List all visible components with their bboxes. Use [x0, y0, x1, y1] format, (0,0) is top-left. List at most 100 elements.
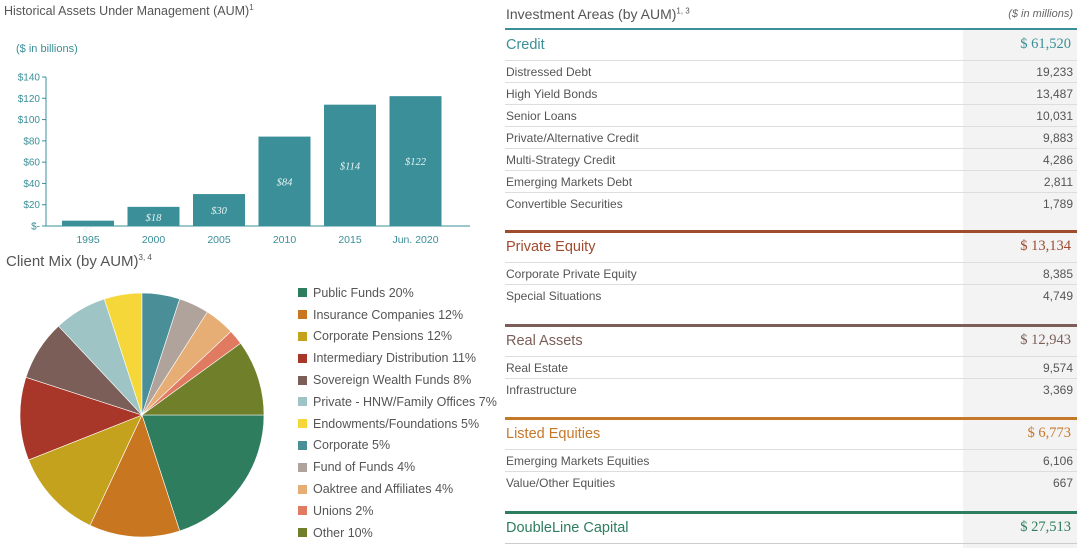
investment-areas-unit: ($ in millions) — [1008, 8, 1073, 20]
pie-slice-intermediary-distribution-11 — [19, 376, 143, 461]
group-total: $ 6,773 — [1027, 425, 1072, 441]
row-label: Emerging Markets Equities — [506, 454, 650, 468]
legend-swatch — [298, 419, 307, 429]
group-total: $ 27,513 — [1020, 519, 1071, 535]
legend-item: Intermediary Distribution 11% — [298, 347, 497, 369]
x-tick-label: 1995 — [76, 234, 100, 246]
table-top-rule — [505, 28, 1077, 30]
investment-areas-table: Investment Areas (by AUM)1, 3 ($ in mill… — [505, 0, 1077, 553]
row-value: 13,487 — [1036, 87, 1073, 101]
table-row: Real Estate 9,574 — [505, 356, 1077, 379]
y-tick-label: $80 — [23, 136, 40, 147]
table-row: Senior Loans 10,031 — [505, 104, 1077, 127]
legend-swatch — [298, 462, 307, 472]
legend-swatch — [298, 375, 307, 385]
legend-swatch — [298, 310, 307, 320]
legend-label: Other 10% — [313, 525, 373, 540]
group-header-real-assets: Real Assets $ 12,943 — [505, 327, 1077, 355]
pie-slice-insurance-companies-12 — [89, 414, 181, 538]
legend-swatch — [298, 528, 307, 538]
row-value: 4,286 — [1042, 153, 1073, 167]
bar-jun-2020 — [389, 96, 442, 227]
client-mix-title: Client Mix (by AUM)3, 4 — [6, 253, 152, 270]
y-tick-label: $100 — [18, 115, 41, 126]
table-bottom-rule — [505, 543, 1077, 544]
row-label: Convertible Securities — [506, 197, 623, 211]
group-divider — [505, 324, 1077, 327]
legend-swatch — [298, 484, 307, 494]
row-value: 19,233 — [1036, 65, 1073, 79]
y-tick-label: $40 — [23, 179, 40, 190]
pie-slice-other-10 — [141, 342, 265, 416]
legend-label: Oaktree and Affiliates 4% — [313, 482, 454, 497]
legend-label: Public Funds 20% — [313, 285, 414, 300]
group-divider — [505, 230, 1077, 233]
row-label: Senior Loans — [506, 109, 577, 123]
table-row: Private/Alternative Credit 9,883 — [505, 126, 1077, 149]
row-value: 1,789 — [1042, 197, 1073, 211]
aum-unit-label: ($ in billions) — [16, 43, 78, 55]
client-mix-pie-chart — [19, 292, 265, 538]
x-tick-label: 2000 — [142, 234, 166, 246]
group-name: Listed Equities — [506, 426, 601, 442]
row-label: Real Estate — [506, 361, 569, 375]
row-value: 6,106 — [1042, 454, 1073, 468]
pie-slice-corporate-pensions-12 — [28, 414, 143, 526]
bar-data-label: $122 — [405, 157, 427, 168]
legend-label: Sovereign Wealth Funds 8% — [313, 373, 472, 388]
y-tick-label: $20 — [23, 200, 40, 211]
group-header-listed-equities: Listed Equities $ 6,773 — [505, 420, 1077, 448]
table-row: Value/Other Equities 667 — [505, 471, 1077, 494]
row-label: Corporate Private Equity — [506, 267, 637, 281]
row-label: Emerging Markets Debt — [506, 175, 633, 189]
x-tick-label: 2015 — [338, 234, 362, 246]
x-tick-label: 2010 — [273, 234, 297, 246]
bar-2000 — [127, 206, 180, 226]
legend-item: Other 10% — [298, 522, 497, 544]
row-label: Distressed Debt — [506, 65, 592, 79]
row-label: Value/Other Equities — [506, 476, 616, 490]
row-value: 2,811 — [1043, 175, 1073, 189]
legend-label: Insurance Companies 12% — [313, 307, 464, 322]
row-label: Multi-Strategy Credit — [506, 153, 616, 167]
legend-swatch — [298, 506, 307, 516]
row-label: Special Situations — [506, 289, 602, 303]
bar-2010 — [258, 136, 311, 226]
group-name: Real Assets — [506, 333, 583, 349]
row-value: 9,574 — [1042, 361, 1073, 375]
table-row: High Yield Bonds 13,487 — [505, 82, 1077, 105]
row-value: 3,369 — [1042, 383, 1073, 397]
row-value: 4,749 — [1042, 289, 1073, 303]
legend-item: Unions 2% — [298, 500, 497, 522]
table-row: Special Situations 4,749 — [505, 284, 1077, 307]
group-name: DoubleLine Capital — [506, 520, 629, 536]
legend-item: Fund of Funds 4% — [298, 456, 497, 478]
legend-swatch — [298, 397, 307, 407]
table-row: Emerging Markets Debt 2,811 — [505, 170, 1077, 193]
table-row: Convertible Securities 1,789 — [505, 192, 1077, 215]
legend-label: Endowments/Foundations 5% — [313, 416, 480, 431]
aum-chart-title: Historical Assets Under Management (AUM)… — [4, 3, 254, 19]
group-header-credit: Credit $ 61,520 — [505, 31, 1077, 59]
bar-data-label: $30 — [211, 206, 228, 217]
group-divider — [505, 511, 1077, 514]
legend-item: Oaktree and Affiliates 4% — [298, 478, 497, 500]
group-total: $ 61,520 — [1020, 36, 1071, 52]
legend-label: Unions 2% — [313, 503, 374, 518]
y-tick-label: $- — [31, 222, 40, 233]
table-row: Infrastructure 3,369 — [505, 378, 1077, 401]
legend-label: Corporate 5% — [313, 438, 391, 453]
table-row: Distressed Debt 19,233 — [505, 60, 1077, 83]
legend-item: Corporate 5% — [298, 435, 497, 457]
row-value: 8,385 — [1042, 267, 1073, 281]
row-label: Private/Alternative Credit — [506, 131, 639, 145]
row-value: 10,031 — [1036, 109, 1073, 123]
bar-data-label: $84 — [277, 177, 294, 188]
legend-label: Private - HNW/Family Offices 7% — [313, 394, 497, 409]
pie-slice-public-funds-20 — [141, 414, 265, 532]
legend-swatch — [298, 353, 307, 363]
y-tick-label: $60 — [23, 158, 40, 169]
legend-item: Endowments/Foundations 5% — [298, 413, 497, 435]
investment-areas-title: Investment Areas (by AUM)1, 3 — [506, 6, 690, 22]
group-name: Credit — [506, 37, 545, 53]
